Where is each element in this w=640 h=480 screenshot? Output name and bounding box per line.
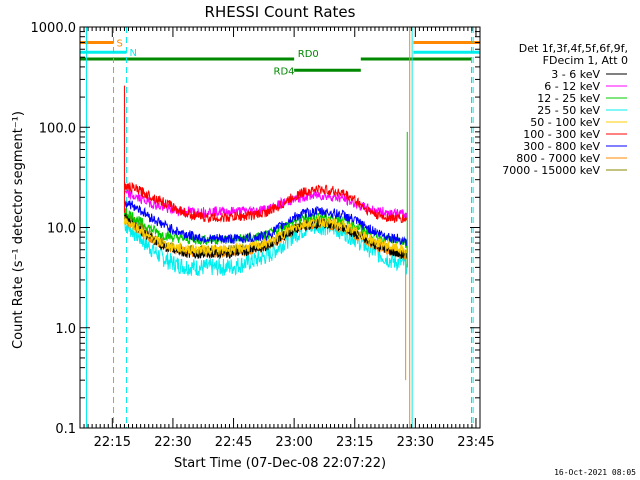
x-tick-label: 22:45: [215, 435, 252, 450]
legend-label: 300 - 800 keV: [523, 140, 600, 153]
legend-label: 800 - 7000 keV: [516, 152, 600, 165]
x-tick-label: 23:15: [336, 435, 373, 450]
rd-label-rd4: RD4: [274, 66, 295, 77]
legend: Det 1f,3f,4f,5f,6f,9f, FDecim 1, Att 0 3…: [502, 42, 628, 177]
x-tick-label: 23:45: [457, 435, 494, 450]
series-line-50-100: [123, 215, 408, 256]
y-tick-label: 0.1: [55, 422, 76, 437]
x-tick-label: 22:30: [154, 435, 191, 450]
saa-label-s: S: [117, 39, 123, 50]
chart-title: RHESSI Count Rates: [205, 3, 356, 21]
x-tick-label: 23:00: [275, 435, 312, 450]
legend-header-line-2: FDecim 1, Att 0: [543, 54, 628, 67]
legend-label: 6 - 12 keV: [544, 80, 600, 93]
legend-label: 12 - 25 keV: [537, 92, 600, 105]
saa-label-n: N: [129, 48, 136, 59]
series-line-300-800: [123, 200, 408, 246]
y-tick-label: 1000.0: [31, 21, 77, 36]
x-tick-label: 22:15: [94, 435, 131, 450]
timestamp: 16-Oct-2021 08:05: [554, 468, 636, 477]
y-tick-label: 10.0: [47, 222, 76, 237]
series-line-100-300: [123, 181, 408, 224]
legend-label: 100 - 300 keV: [523, 128, 600, 141]
legend-header-line-1: Det 1f,3f,4f,5f,6f,9f,: [519, 42, 628, 55]
axes: 0.1 1.0 10.0 100.0 1000.0 22:15 22:30 22:45 23:0…: [31, 21, 495, 450]
legend-label: 25 - 50 keV: [537, 104, 600, 117]
legend-label: 50 - 100 keV: [530, 116, 600, 129]
y-tick-label: 100.0: [39, 121, 76, 136]
rd-label-rd0: RD0: [298, 49, 319, 60]
y-tick-label: 1.0: [55, 322, 76, 337]
legend-label: 3 - 6 keV: [551, 68, 600, 81]
y-axis-label: Count Rate (s⁻¹ detector segment⁻¹): [11, 111, 26, 349]
legend-label: 7000 - 15000 keV: [502, 164, 600, 177]
x-tick-label: 23:30: [397, 435, 434, 450]
x-axis-label: Start Time (07-Dec-08 22:07:22): [174, 456, 386, 471]
series-line-25-50: [123, 218, 408, 276]
